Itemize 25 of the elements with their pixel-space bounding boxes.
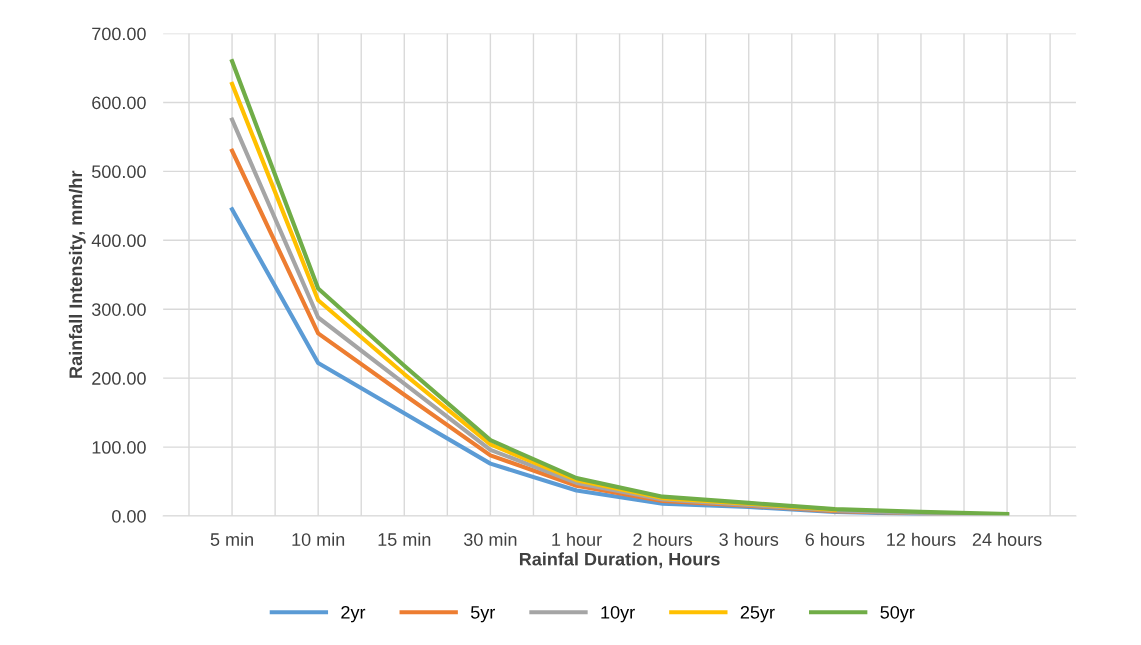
x-axis-title: Rainfal Duration, Hours [519, 552, 720, 569]
y-tick-label: 200.00 [92, 372, 146, 385]
y-axis-title: Rainfall Intensity, mm/hr [68, 170, 86, 378]
y-tick-label: 600.00 [92, 96, 146, 110]
x-tick-label: 6 hours [805, 532, 865, 546]
x-tick-label: 1 hour [552, 532, 602, 546]
y-tick-label: 400.00 [91, 234, 146, 248]
x-tick-label: 30 min [463, 532, 517, 546]
y-tick-label: 0.00 [112, 509, 146, 523]
y-tick-label: 700.00 [92, 27, 146, 41]
y-tick-label: 100.00 [92, 441, 146, 454]
x-tick-label: 24 hours [972, 532, 1042, 546]
y-tick-label: 500.00 [92, 165, 146, 179]
legend-label: 5yr [470, 606, 495, 623]
x-tick-label: 15 min [378, 532, 431, 546]
y-tick-label: 300.00 [91, 303, 146, 316]
x-tick-label: 10 min [292, 532, 345, 546]
x-tick-label: 3 hours [719, 532, 779, 546]
legend-label: 25yr [740, 605, 775, 623]
x-tick-label: 12 hours [887, 532, 956, 546]
legend-label: 2yr [341, 605, 366, 623]
x-tick-label: 2 hours [633, 532, 693, 546]
legend-label: 50yr [880, 605, 915, 623]
x-tick-label: 5 min [210, 532, 253, 546]
legend-label: 10yr [601, 605, 635, 623]
